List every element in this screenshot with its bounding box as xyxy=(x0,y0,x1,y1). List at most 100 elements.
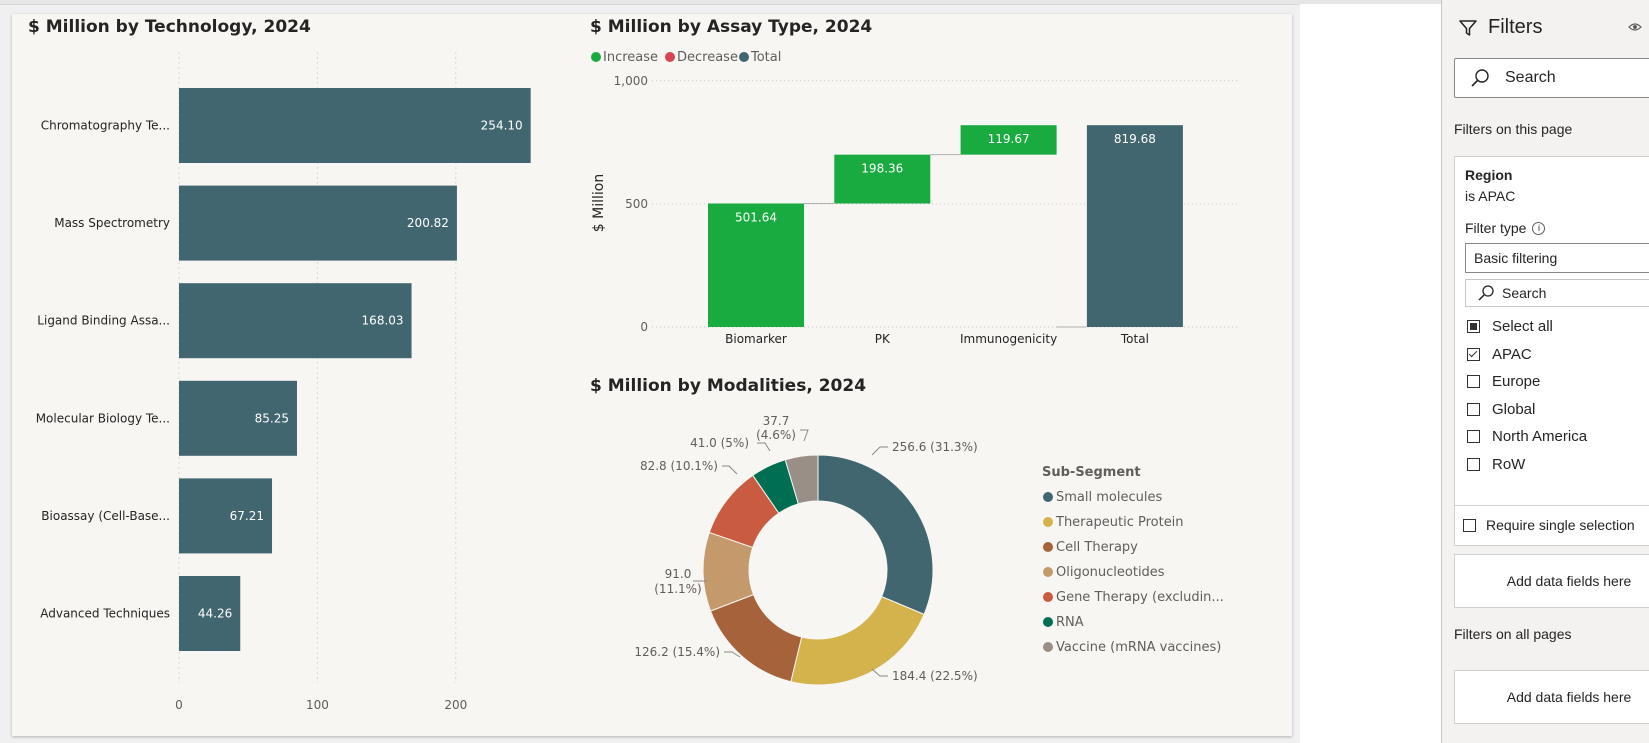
assay-category-label: Biomarker xyxy=(725,332,787,346)
region-filter-card: Region is APAC Filter type i Basic filte… xyxy=(1454,156,1649,546)
modalities-legend-label: Vaccine (mRNA vaccines) xyxy=(1056,640,1221,655)
region-option[interactable]: Global xyxy=(1467,401,1535,418)
modalities-legend-marker xyxy=(1043,642,1053,652)
region-option[interactable]: APAC xyxy=(1467,346,1532,363)
assay-legend-label: Decrease xyxy=(677,50,738,65)
modalities-leader-line xyxy=(757,442,771,452)
assay-bar[interactable] xyxy=(1086,125,1183,327)
modalities-legend-label: RNA xyxy=(1056,615,1084,630)
region-option-label: North America xyxy=(1492,428,1588,445)
region-option[interactable]: RoW xyxy=(1467,456,1525,473)
technology-bars: 254.10 Chromatography Te... 200.82 Mass Spe… xyxy=(36,88,531,651)
add-data-fields-page[interactable]: Add data fields here xyxy=(1454,554,1649,608)
assay-category-label: PK xyxy=(875,332,891,346)
modalities-leader-line xyxy=(871,668,888,677)
technology-bar[interactable] xyxy=(179,283,412,359)
modalities-slice[interactable] xyxy=(709,593,803,683)
card-divider xyxy=(1455,505,1649,506)
filter-funnel-icon xyxy=(1459,19,1477,36)
region-filter-field[interactable]: Region xyxy=(1465,167,1513,183)
technology-bar-value: 168.03 xyxy=(362,314,404,328)
canvas-gap xyxy=(1300,4,1441,743)
assay-bar[interactable] xyxy=(834,154,931,204)
modalities-slice-labels: 256.6 (31.3%) 184.4 (22.5%) 126.2 (15.4%) 9… xyxy=(634,414,977,683)
assay-bar[interactable] xyxy=(708,203,804,327)
assay-bars: 501.64 Biomarker 198.36 PK 119.67 Immunogenic… xyxy=(708,125,1183,346)
region-option-checkbox[interactable] xyxy=(1467,457,1480,471)
modalities-slice[interactable] xyxy=(817,454,934,616)
require-single-label: Require single selection xyxy=(1486,517,1635,533)
modalities-leader-line xyxy=(871,446,888,456)
require-single-selection[interactable]: Require single selection xyxy=(1463,517,1635,533)
info-icon[interactable]: i xyxy=(1532,221,1546,235)
technology-bar-value: 44.26 xyxy=(198,607,232,621)
assay-legend-label: Increase xyxy=(603,50,658,65)
technology-bar[interactable] xyxy=(179,380,297,456)
modalities-slice[interactable] xyxy=(784,454,819,505)
modalities-slice-label: 126.2 (15.4%) xyxy=(634,645,720,659)
modalities-legend-label: Therapeutic Protein xyxy=(1055,515,1184,530)
region-search-input[interactable]: Search xyxy=(1465,279,1649,307)
region-search-placeholder: Search xyxy=(1502,285,1547,301)
technology-x-tick-label: 200 xyxy=(444,698,467,712)
modalities-donut xyxy=(702,454,934,686)
region-filter-condition: is APAC xyxy=(1465,188,1516,204)
technology-bar-value: 200.82 xyxy=(407,216,449,230)
filters-pane: Filters Search Filters on this page Regi… xyxy=(1441,0,1649,743)
filter-type-label: Filter type xyxy=(1465,220,1527,236)
region-option-label: RoW xyxy=(1492,455,1526,473)
technology-bar-value: 85.25 xyxy=(255,411,289,425)
filters-title: Filters xyxy=(1488,16,1543,38)
assay-y-tick-label: 500 xyxy=(625,197,648,211)
region-option-checkbox[interactable] xyxy=(1467,375,1480,388)
filters-search-input[interactable]: Search xyxy=(1454,58,1649,98)
modalities-legend-marker xyxy=(1043,617,1053,627)
modalities-legend: Small molecules Therapeutic Protein Cell T… xyxy=(1043,490,1224,655)
region-option-checkbox[interactable] xyxy=(1467,430,1480,443)
technology-category-label: Advanced Techniques xyxy=(40,607,170,621)
region-option-checkbox[interactable] xyxy=(1467,347,1480,361)
modalities-legend-label: Oligonucleotides xyxy=(1056,565,1165,580)
modalities-slice-label: (4.6%) xyxy=(756,428,796,442)
filters-header: Filters xyxy=(1458,16,1542,39)
assay-bar-value: 501.64 xyxy=(735,210,777,224)
modalities-slice-label: 41.0 (5%) xyxy=(690,436,749,450)
modalities-leader-line xyxy=(724,651,741,658)
eye-icon[interactable] xyxy=(1628,20,1642,36)
assay-chart: $ Million by Assay Type, 2024 Increase De… xyxy=(590,17,1238,346)
region-option-checkbox[interactable] xyxy=(1467,402,1480,416)
assay-legend: Increase Decrease Total xyxy=(591,50,781,65)
modalities-slice-label: 256.6 (31.3%) xyxy=(892,440,978,454)
require-single-checkbox[interactable] xyxy=(1463,518,1476,532)
technology-bar[interactable] xyxy=(179,576,241,651)
technology-category-label: Molecular Biology Te... xyxy=(36,411,170,425)
modalities-slice-label: 91.0 xyxy=(665,567,692,581)
modalities-slice-label: (11.1%) xyxy=(654,582,701,596)
region-option[interactable]: Europe xyxy=(1467,373,1540,390)
modalities-legend-label: Gene Therapy (excludin... xyxy=(1056,590,1224,605)
assay-chart-title: $ Million by Assay Type, 2024 xyxy=(590,17,872,37)
modalities-slice-label: 37.7 xyxy=(763,414,790,428)
add-data-fields-all[interactable]: Add data fields here xyxy=(1454,670,1649,724)
region-option-checkbox[interactable] xyxy=(1467,320,1480,333)
assay-bar-value: 198.36 xyxy=(861,162,903,176)
filter-type-select[interactable]: Basic filtering xyxy=(1465,243,1649,273)
assay-legend-marker xyxy=(739,52,749,62)
region-option-label: APAC xyxy=(1492,345,1532,363)
technology-bar[interactable] xyxy=(179,185,457,261)
modalities-slice-label: 82.8 (10.1%) xyxy=(640,459,718,473)
charts-layer: $ Million by Technology, 2024 254.10 Chro… xyxy=(28,17,1238,712)
modalities-legend-marker xyxy=(1043,592,1053,602)
region-option[interactable]: North America xyxy=(1467,428,1587,445)
technology-category-label: Bioassay (Cell-Base... xyxy=(41,509,170,523)
assay-bar[interactable] xyxy=(960,125,1057,155)
modalities-legend-label: Small molecules xyxy=(1056,490,1162,505)
region-option[interactable]: Select all xyxy=(1467,318,1553,335)
modalities-chart-title: $ Million by Modalities, 2024 xyxy=(590,376,866,396)
filters-search-placeholder: Search xyxy=(1505,69,1556,86)
technology-bar-value: 67.21 xyxy=(230,509,264,523)
technology-bar[interactable] xyxy=(179,88,531,163)
technology-bar-value: 254.10 xyxy=(481,119,523,133)
technology-bar[interactable] xyxy=(179,478,273,554)
modalities-legend-marker xyxy=(1043,542,1053,552)
